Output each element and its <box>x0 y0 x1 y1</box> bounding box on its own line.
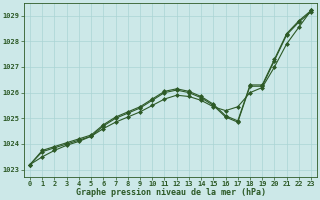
X-axis label: Graphe pression niveau de la mer (hPa): Graphe pression niveau de la mer (hPa) <box>76 188 266 197</box>
